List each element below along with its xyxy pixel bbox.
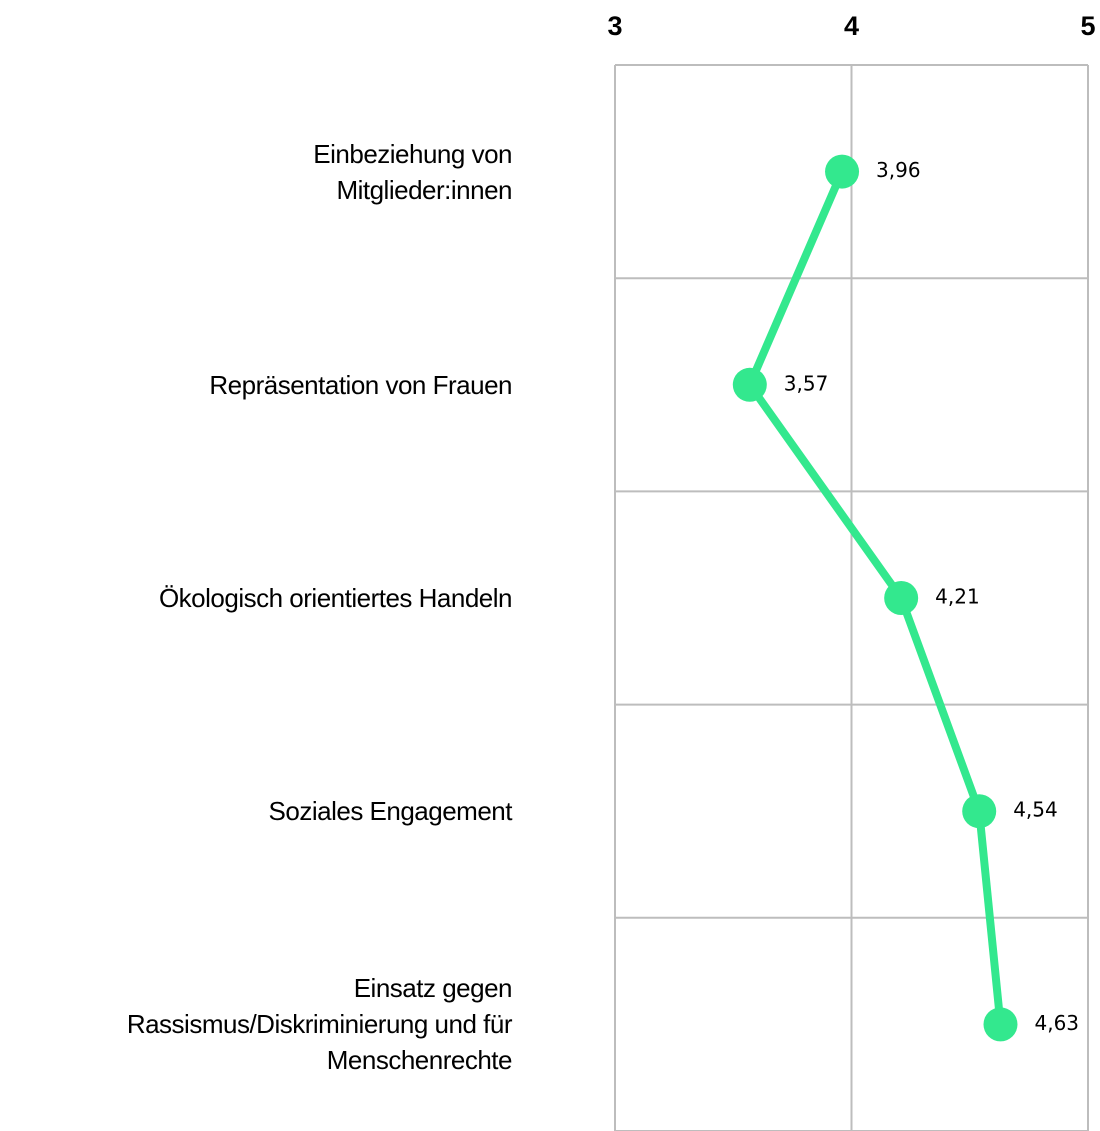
- category-label: Soziales Engagement: [268, 796, 513, 827]
- category-label: Einsatz gegen Rassismus/Diskriminierung …: [126, 973, 513, 1076]
- x-tick-label: 4: [844, 11, 859, 41]
- category-label: Repräsentation von Frauen: [209, 369, 512, 400]
- point: [825, 154, 860, 189]
- value-label: 3,57: [784, 371, 829, 395]
- category-label: Ökologisch orientiertes Handeln: [158, 583, 513, 613]
- point: [983, 1007, 1018, 1042]
- x-tick-label: 5: [1080, 11, 1095, 41]
- point: [732, 367, 767, 402]
- point: [884, 581, 919, 615]
- value-label: 3,96: [876, 158, 921, 182]
- point: [962, 794, 997, 829]
- category-label: Einbeziehung von Mitglieder:innen: [313, 138, 512, 205]
- x-tick-label: 3: [607, 11, 622, 41]
- value-label: 4,63: [1034, 1011, 1079, 1035]
- value-label: 4,21: [935, 585, 980, 609]
- value-label: 4,54: [1013, 798, 1058, 822]
